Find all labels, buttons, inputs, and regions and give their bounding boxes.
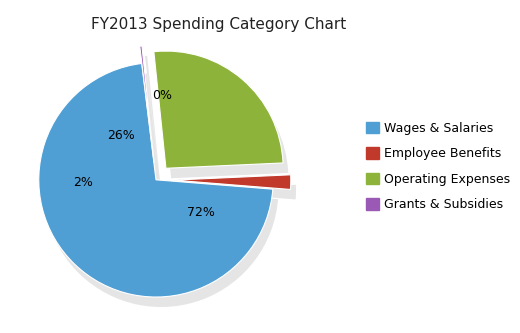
Wedge shape [154,51,283,168]
Wedge shape [174,175,291,189]
Wedge shape [39,64,273,297]
Text: FY2013 Spending Category Chart: FY2013 Spending Category Chart [91,17,346,32]
Text: 26%: 26% [107,129,135,142]
Text: 0%: 0% [152,89,172,102]
Wedge shape [44,74,278,307]
Wedge shape [145,56,159,172]
Wedge shape [159,61,288,178]
Text: 2%: 2% [73,176,93,189]
Wedge shape [140,46,154,163]
Legend: Wages & Salaries, Employee Benefits, Operating Expenses, Grants & Subsidies: Wages & Salaries, Employee Benefits, Ope… [362,118,514,215]
Text: 72%: 72% [187,206,214,219]
Wedge shape [179,185,296,199]
